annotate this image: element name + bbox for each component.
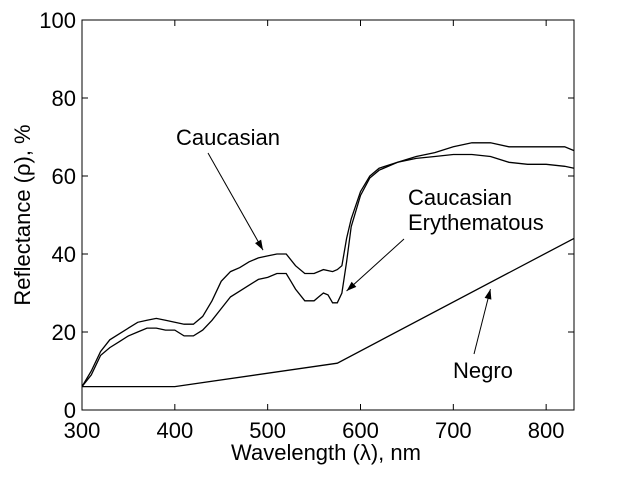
annotation-caucasian-erythematous-label: Caucasian (408, 185, 512, 210)
annotation-negro-arrowhead (484, 289, 492, 300)
series-caucasian-line (81, 142, 575, 387)
y-tick-label: 0 (64, 398, 76, 423)
y-tick-label: 60 (52, 164, 76, 189)
annotation-caucasian-erythematous-arrow (346, 238, 405, 292)
series-negro-line (82, 237, 575, 388)
x-tick-label: 800 (528, 418, 565, 443)
x-tick-label: 500 (249, 418, 286, 443)
y-tick-label: 100 (39, 8, 76, 33)
annotation-negro-label: Negro (453, 358, 513, 383)
annotation-caucasian-erythematous-arrowhead (346, 281, 357, 292)
y-tick-label: 80 (52, 86, 76, 111)
x-tick-label: 300 (64, 418, 101, 443)
axis-ticks (81, 19, 574, 411)
axis-tick-labels: 300 400 500 600 700 800 0 20 40 60 80 100 (39, 8, 564, 443)
y-tick-label: 40 (52, 242, 76, 267)
annotation-caucasian-arrow (207, 152, 264, 251)
x-axis-title: Wavelength (λ), nm (231, 440, 421, 465)
y-tick-label: 20 (52, 320, 76, 345)
series-layer (81, 142, 575, 388)
y-axis-title: Reflectance (ρ), % (10, 124, 35, 305)
series-caucasian-erythematous-line (81, 153, 575, 388)
x-tick-label: 600 (342, 418, 379, 443)
plot-frame (81, 19, 575, 411)
annotation-caucasian-label: Caucasian (176, 125, 280, 150)
annotation-caucasian-arrowhead (255, 239, 264, 251)
annotation-negro-arrow (473, 288, 491, 355)
x-tick-label: 700 (435, 418, 472, 443)
annotation-caucasian-erythematous-label: Erythematous (408, 210, 544, 235)
x-tick-label: 400 (156, 418, 193, 443)
